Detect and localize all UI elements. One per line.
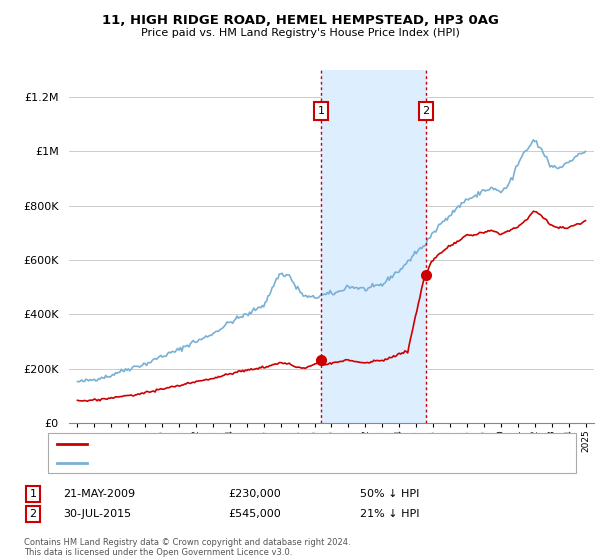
Text: 21% ↓ HPI: 21% ↓ HPI	[360, 509, 419, 519]
Bar	[321, 70, 426, 423]
Text: 30-JUL-2015: 30-JUL-2015	[63, 509, 131, 519]
Text: £230,000: £230,000	[228, 489, 281, 499]
Text: 11, HIGH RIDGE ROAD, HEMEL HEMPSTEAD, HP3 0AG (detached house): 11, HIGH RIDGE ROAD, HEMEL HEMPSTEAD, HP…	[93, 439, 444, 449]
Text: 21-MAY-2009: 21-MAY-2009	[63, 489, 135, 499]
Text: 50% ↓ HPI: 50% ↓ HPI	[360, 489, 419, 499]
Text: 1: 1	[317, 106, 325, 116]
Text: Price paid vs. HM Land Registry's House Price Index (HPI): Price paid vs. HM Land Registry's House …	[140, 28, 460, 38]
Text: 11, HIGH RIDGE ROAD, HEMEL HEMPSTEAD, HP3 0AG: 11, HIGH RIDGE ROAD, HEMEL HEMPSTEAD, HP…	[101, 14, 499, 27]
Text: 2: 2	[422, 106, 430, 116]
Text: Contains HM Land Registry data © Crown copyright and database right 2024.
This d: Contains HM Land Registry data © Crown c…	[24, 538, 350, 557]
Text: £545,000: £545,000	[228, 509, 281, 519]
Text: 1: 1	[29, 489, 37, 499]
Text: 2: 2	[29, 509, 37, 519]
Text: HPI: Average price, detached house, Dacorum: HPI: Average price, detached house, Daco…	[93, 458, 319, 468]
